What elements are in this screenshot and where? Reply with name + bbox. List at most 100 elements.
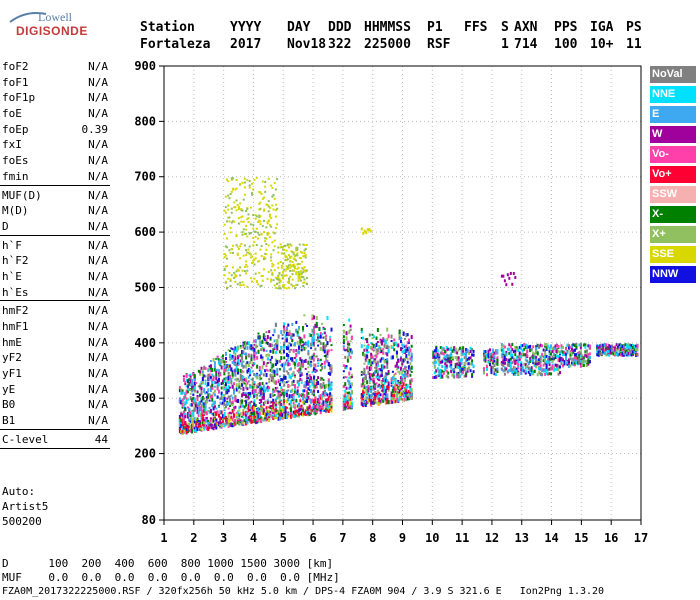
echo-point — [632, 345, 635, 349]
echo-point — [256, 409, 259, 412]
auto-label: Auto: — [2, 485, 36, 498]
echo-point — [276, 338, 279, 341]
echo-point — [383, 393, 386, 396]
echo-point — [317, 398, 320, 403]
echo-point — [223, 223, 226, 226]
echo-point — [304, 254, 307, 257]
echo-point — [256, 410, 259, 413]
echo-point — [186, 427, 189, 432]
echo-point — [360, 330, 363, 334]
echo-point — [257, 349, 260, 354]
echo-point — [629, 352, 632, 356]
echo-point — [319, 394, 322, 398]
echo-point — [364, 338, 367, 341]
echo-point — [493, 368, 496, 372]
echo-point — [295, 246, 298, 249]
echo-point — [344, 349, 347, 352]
param-row: foF1 N/A — [0, 74, 112, 90]
echo-point — [463, 374, 466, 378]
echo-point — [603, 352, 606, 356]
echo-point — [375, 336, 378, 340]
echo-point — [384, 397, 387, 400]
echo-point — [245, 352, 248, 356]
echo-point — [371, 378, 374, 382]
echo-point — [374, 401, 377, 404]
echo-point — [299, 374, 302, 378]
echo-point — [512, 359, 515, 363]
echo-point — [620, 353, 623, 357]
echo-point — [199, 427, 202, 431]
echo-point — [576, 356, 579, 360]
echo-point — [237, 248, 240, 251]
echo-point — [241, 269, 244, 272]
echo-point — [268, 414, 271, 417]
echo-point — [406, 373, 409, 378]
echo-point — [245, 410, 248, 413]
echo-point — [289, 407, 292, 410]
param-name: h`F2 — [2, 254, 29, 268]
echo-point — [258, 219, 261, 222]
echo-point — [304, 358, 307, 363]
echo-point — [268, 206, 271, 209]
echo-point — [220, 391, 223, 396]
echo-point — [199, 385, 202, 390]
echo-point — [258, 260, 261, 263]
echo-point — [274, 389, 277, 392]
echo-point — [298, 371, 301, 374]
echo-point — [468, 366, 471, 370]
echo-point — [277, 266, 280, 269]
echo-point — [436, 357, 439, 361]
echo-point — [314, 396, 317, 400]
echo-point — [289, 412, 292, 416]
echo-point — [395, 368, 398, 371]
echo-point — [364, 397, 367, 400]
echo-point — [579, 352, 582, 356]
echo-point — [436, 349, 439, 353]
echo-point — [406, 347, 409, 352]
echo-point — [368, 366, 371, 371]
echo-point — [270, 363, 273, 368]
echo-point — [311, 338, 314, 343]
echo-point — [201, 416, 204, 421]
echo-point — [348, 330, 351, 335]
echo-point — [395, 395, 398, 398]
echo-point — [288, 254, 291, 257]
echo-point — [268, 343, 271, 348]
echo-point — [277, 334, 280, 339]
echo-point — [364, 398, 367, 403]
echo-point — [494, 368, 497, 372]
echo-point — [254, 272, 257, 275]
echo-point — [212, 426, 215, 431]
echo-point — [405, 375, 408, 378]
echo-point — [243, 412, 246, 416]
echo-point — [245, 342, 248, 346]
param-value: N/A — [88, 238, 108, 252]
echo-point — [178, 386, 181, 391]
echo-point — [348, 386, 351, 389]
echo-point — [606, 349, 609, 353]
echo-point — [204, 382, 207, 386]
echo-point — [227, 419, 230, 424]
echo-point — [544, 352, 547, 356]
echo-point — [551, 367, 554, 371]
echo-point — [384, 378, 387, 382]
echo-point — [251, 388, 254, 391]
echo-point — [256, 373, 259, 377]
echo-point — [303, 334, 306, 339]
echo-point — [298, 368, 301, 373]
echo-point — [207, 393, 210, 398]
echo-point — [398, 386, 401, 390]
echo-point — [306, 398, 309, 403]
echo-point — [233, 359, 236, 364]
echo-point — [605, 347, 608, 351]
echo-point — [256, 384, 259, 389]
echo-point — [505, 357, 508, 361]
echo-point — [403, 379, 406, 382]
echo-point — [395, 344, 398, 347]
echo-point — [520, 372, 523, 376]
echo-point — [524, 363, 527, 367]
echo-point — [502, 356, 505, 360]
echo-point — [230, 211, 233, 214]
echo-point — [382, 395, 385, 400]
echo-point — [401, 359, 404, 364]
